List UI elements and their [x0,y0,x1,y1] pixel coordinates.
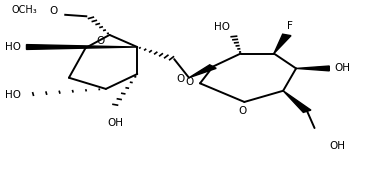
Polygon shape [27,45,137,50]
Text: HO: HO [5,90,21,99]
Text: HO: HO [214,22,230,32]
Text: OH: OH [329,141,345,151]
Text: OH: OH [107,118,123,128]
Text: HO: HO [5,42,21,52]
Polygon shape [283,91,311,112]
Text: OCH₃: OCH₃ [12,5,38,15]
Text: O: O [50,6,58,16]
Polygon shape [296,66,329,71]
Text: O: O [185,77,194,87]
Text: O: O [176,74,184,84]
Polygon shape [189,65,216,78]
Text: F: F [287,21,293,31]
Text: OH: OH [335,64,351,74]
Text: O: O [96,36,104,46]
Text: O: O [238,106,247,116]
Polygon shape [274,34,291,53]
